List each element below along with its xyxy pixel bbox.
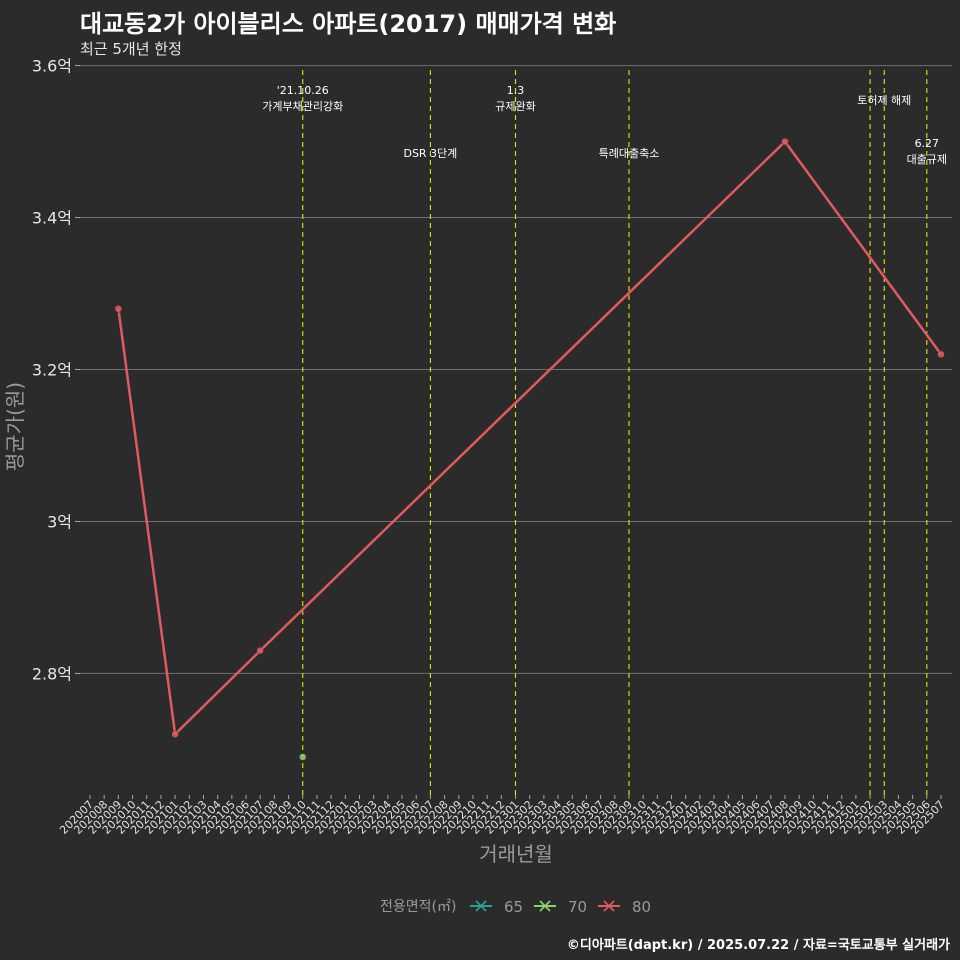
legend-title: 전용면적(㎡) — [380, 899, 456, 915]
y-tick-label: 3.4억 — [32, 209, 72, 228]
event-label: 1.3 — [507, 84, 525, 97]
chart-title: 대교동2가 아이블리스 아파트(2017) 매매가격 변화 — [80, 10, 617, 38]
data-point-80 — [937, 350, 945, 359]
event-label: 규제완화 — [495, 100, 535, 113]
data-point-80 — [781, 137, 789, 146]
data-point-70 — [299, 753, 307, 761]
legend-key-cross-70 — [539, 900, 551, 912]
legend-label-65: 65 — [504, 898, 523, 916]
data-point-80 — [171, 730, 179, 738]
y-tick-label: 2.8억 — [32, 664, 72, 683]
event-label: 토허제 해제 — [857, 93, 911, 107]
event-label: 대출규제 — [907, 153, 947, 166]
y-tick-label: 3.6억 — [32, 57, 72, 76]
data-point-80 — [256, 646, 264, 655]
x-axis-title: 거래년월 — [479, 842, 553, 866]
legend-label-70: 70 — [568, 898, 587, 916]
legend-key-cross-80 — [603, 900, 615, 912]
chart-subtitle: 최근 5개년 한정 — [80, 40, 182, 58]
event-label: 6.27 — [915, 137, 940, 150]
y-axis-title: 평균가(원) — [3, 382, 27, 471]
event-label: 특례대출축소 — [599, 147, 660, 160]
chart-caption: ©디아파트(dapt.kr) / 2025.07.22 / 자료=국토교통부 실… — [566, 938, 950, 953]
legend-label-80: 80 — [632, 898, 651, 916]
legend-key-cross-65 — [475, 900, 487, 912]
event-label: 가계부채관리강화 — [262, 100, 343, 113]
data-point-80 — [114, 304, 123, 313]
event-label: '21.10.26 — [277, 84, 329, 97]
y-tick-label: 3.2억 — [32, 361, 72, 380]
event-label: DSR 3단계 — [403, 147, 457, 160]
y-tick-label: 3억 — [47, 512, 72, 531]
series-line-80 — [117, 140, 943, 736]
